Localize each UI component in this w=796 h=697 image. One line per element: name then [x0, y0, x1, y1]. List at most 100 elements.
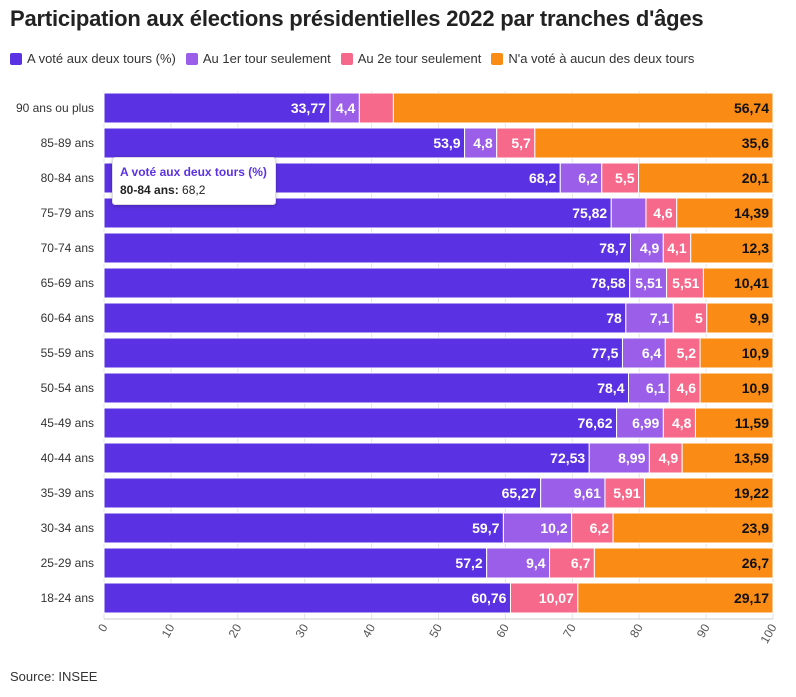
legend-swatch-premier-tour: [185, 52, 198, 65]
x-tick-label: 90: [694, 621, 713, 640]
data-label: 19,22: [734, 485, 769, 501]
legend-swatch-aucun: [491, 52, 504, 65]
legend-swatch-second-tour: [340, 52, 353, 65]
data-label: 6,1: [646, 380, 666, 396]
bar-segment: [638, 162, 774, 194]
data-label: 6,2: [590, 520, 610, 536]
x-tick-label: 100: [757, 621, 779, 646]
data-label: 78,7: [599, 240, 626, 256]
data-label: 75,82: [572, 205, 607, 221]
data-label: 10,9: [742, 345, 769, 361]
x-tick-label: 10: [159, 621, 178, 640]
legend-item-deux-tours[interactable]: A voté aux deux tours (%): [10, 51, 176, 66]
data-label: 11,59: [735, 415, 769, 431]
bar-segment: [103, 582, 511, 614]
category-label: 70-74 ans: [41, 241, 94, 255]
data-label: 56,74: [734, 100, 769, 116]
bar-segment: [392, 92, 774, 124]
legend-label-deux-tours: A voté aux deux tours (%): [27, 51, 176, 66]
data-label: 6,7: [571, 555, 591, 571]
bar-segment: [509, 582, 579, 614]
data-label: 4,9: [640, 240, 660, 256]
bar-segment: [103, 302, 627, 334]
data-label: 10,9: [742, 380, 769, 396]
data-label: 77,5: [591, 345, 618, 361]
bar-segment: [103, 547, 488, 579]
category-label: 60-64 ans: [41, 311, 94, 325]
x-tick-label: 30: [292, 621, 311, 640]
data-label: 59,7: [472, 520, 499, 536]
bar-segment: [612, 512, 774, 544]
bar-segment: [702, 267, 774, 299]
data-label: 78,58: [591, 275, 626, 291]
bar-segment: [668, 372, 701, 404]
category-label: 75-79 ans: [41, 206, 94, 220]
legend-item-aucun[interactable]: N'a voté à aucun des deux tours: [491, 51, 694, 66]
bar-segment: [103, 442, 590, 474]
bar-segment: [630, 232, 664, 264]
bar-segment: [643, 477, 774, 509]
data-label: 5,5: [615, 170, 635, 186]
data-label: 5: [695, 310, 703, 326]
category-label: 50-54 ans: [41, 381, 94, 395]
data-label: 20,1: [742, 170, 769, 186]
data-label: 5,51: [672, 275, 699, 291]
data-label: 72,53: [550, 450, 585, 466]
bar-segment: [604, 477, 645, 509]
bar-segment: [103, 407, 618, 439]
legend-swatch-deux-tours: [10, 52, 22, 65]
bar-segment: [103, 92, 331, 124]
bar-segment: [593, 547, 774, 579]
bar-segment: [706, 302, 774, 334]
category-label: 85-89 ans: [41, 136, 94, 150]
bar-segment: [549, 547, 595, 579]
data-label: 8,99: [618, 450, 645, 466]
legend: A voté aux deux tours (%) Au 1er tour se…: [10, 51, 694, 66]
bar-segment: [664, 337, 701, 369]
data-label: 13,59: [734, 450, 769, 466]
bar-segment: [464, 127, 498, 159]
data-label: 6,4: [642, 345, 662, 361]
x-tick-label: 70: [560, 621, 579, 640]
category-label: 55-59 ans: [41, 346, 94, 360]
data-label: 68,2: [529, 170, 556, 186]
data-label: 4,6: [653, 205, 673, 221]
bar-segment: [103, 512, 504, 544]
bar-segment: [103, 127, 466, 159]
bar-segment: [699, 372, 774, 404]
bar-segment: [577, 582, 774, 614]
bar-segment: [699, 337, 774, 369]
bar-segment: [627, 372, 670, 404]
legend-item-second-tour[interactable]: Au 2e tour seulement: [340, 51, 481, 66]
data-label: 76,62: [578, 415, 613, 431]
bar-segment: [571, 512, 614, 544]
data-label: 57,2: [455, 555, 482, 571]
category-label: 45-49 ans: [41, 416, 94, 430]
data-label: 4,8: [473, 135, 493, 151]
data-label: 5,2: [677, 345, 697, 361]
bar-segment: [329, 92, 360, 124]
bar-segment: [103, 232, 632, 264]
data-label: 4,1: [667, 240, 687, 256]
data-label: 53,9: [433, 135, 460, 151]
category-label: 30-34 ans: [41, 521, 94, 535]
category-label: 80-84 ans: [41, 171, 94, 185]
bar-segment: [559, 162, 603, 194]
bar-segment: [540, 477, 606, 509]
bar-segment: [662, 232, 692, 264]
data-label: 26,7: [742, 555, 769, 571]
data-label: 60,76: [471, 590, 506, 606]
category-label: 65-69 ans: [41, 276, 94, 290]
x-tick-label: 60: [493, 621, 512, 640]
x-tick-label: 50: [426, 621, 445, 640]
data-label: 5,91: [613, 485, 640, 501]
data-label: 4,6: [677, 380, 697, 396]
data-label: 10,2: [540, 520, 567, 536]
data-label: 10,07: [539, 590, 574, 606]
data-label: 5,7: [511, 135, 531, 151]
bar-segment: [690, 232, 774, 264]
bar-segment: [358, 92, 394, 124]
tooltip-category: 80-84 ans:: [120, 183, 179, 197]
bar-segment: [645, 197, 678, 229]
legend-item-premier-tour[interactable]: Au 1er tour seulement: [185, 51, 331, 66]
